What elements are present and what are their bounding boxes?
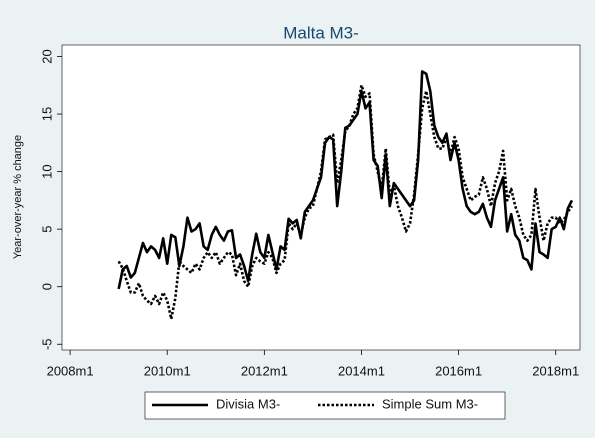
legend-label: Simple Sum M3- bbox=[382, 396, 478, 411]
y-axis-label: Year-over-year % change bbox=[12, 135, 24, 259]
y-tick-label: 15 bbox=[39, 107, 54, 121]
y-tick-label: 10 bbox=[39, 164, 54, 178]
x-tick-label: 2014m1 bbox=[338, 363, 385, 378]
x-tick-label: 2010m1 bbox=[144, 363, 191, 378]
x-tick-label: 2012m1 bbox=[241, 363, 288, 378]
y-tick-label: -5 bbox=[39, 338, 54, 350]
y-tick-label: 0 bbox=[39, 283, 54, 290]
x-tick-label: 2018m1 bbox=[532, 363, 579, 378]
x-tick-label: 2008m1 bbox=[47, 363, 94, 378]
series-line bbox=[117, 83, 573, 321]
y-tick-label: 20 bbox=[39, 49, 54, 63]
y-tick-label: 5 bbox=[39, 226, 54, 233]
x-tick-label: 2016m1 bbox=[435, 363, 482, 378]
chart-title: Malta M3- bbox=[283, 23, 359, 42]
plot-area bbox=[61, 44, 581, 351]
series-line bbox=[117, 70, 574, 290]
legend-label: Divisia M3- bbox=[216, 396, 280, 411]
